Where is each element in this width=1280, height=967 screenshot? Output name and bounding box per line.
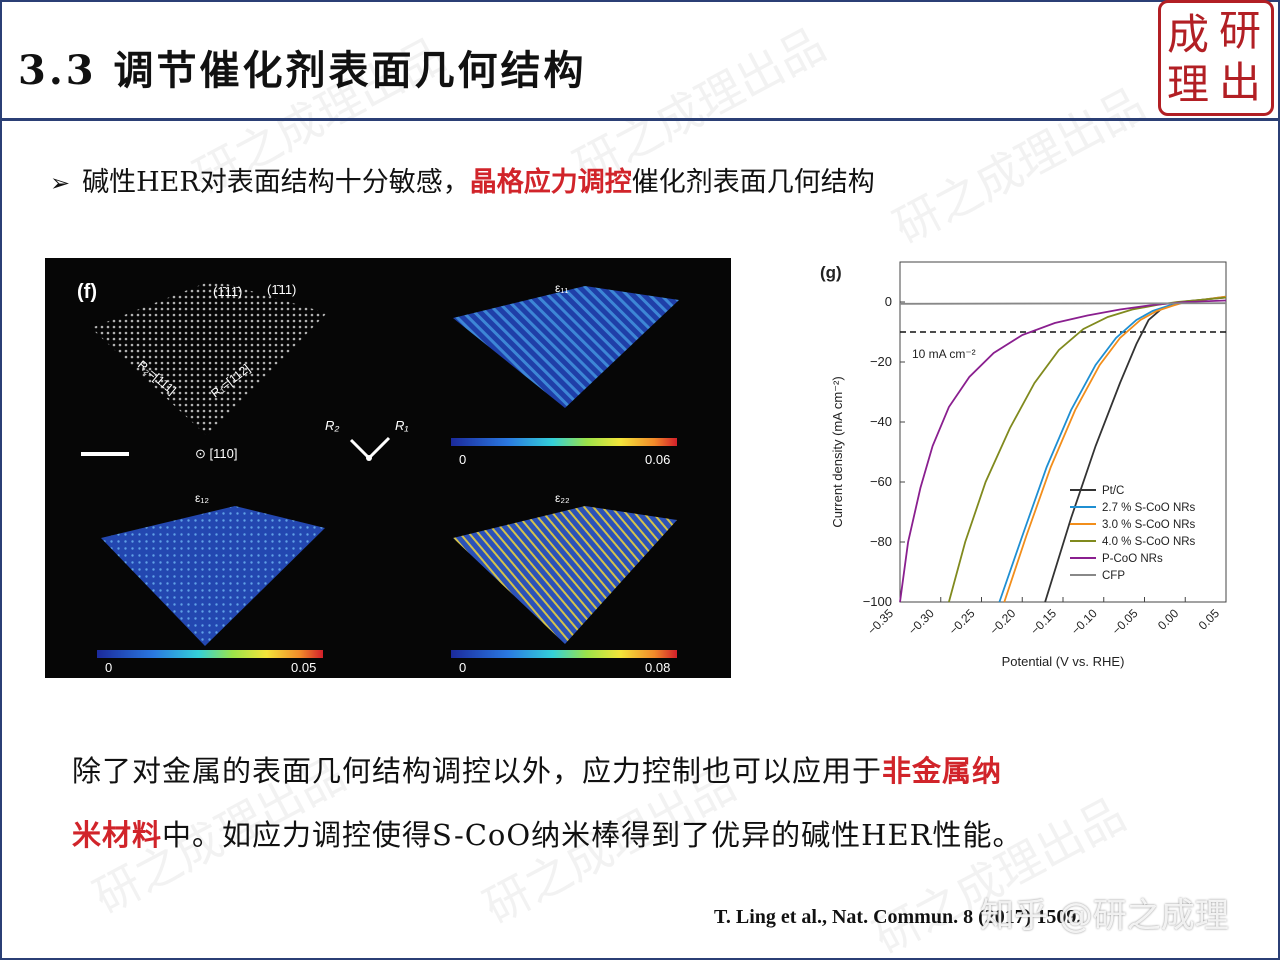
x-tick-label: −0.15 [1028,606,1060,638]
map-label: ε₁₁ [555,281,568,295]
y-tick-label: −20 [870,354,892,369]
y-axis-label: Current density (mA cm⁻²) [830,376,845,527]
x-tick-label: −0.35 [865,606,897,638]
panel-label: (g) [820,263,842,282]
y-tick-label: −80 [870,534,892,549]
strain-map-figure: (f) (1̄11̄) (1̄11) R₂=[111] R₁=[112] ⊙ [… [45,258,731,678]
seal-char: 理 [1167,60,1210,109]
series-line [899,302,1227,305]
y-tick-label: 0 [885,294,892,309]
chart-svg: (g) −0.35 −0.30 −0.25 −0.20 −0.15 −0.10 −0.05 0.… [820,261,1227,669]
colorbar [451,438,677,446]
seal-char: 研 [1219,6,1262,55]
x-tick-label: −0.25 [946,606,978,638]
y-tick-label: −40 [870,414,892,429]
series-line [948,296,1227,603]
arrow-bullet-icon: ➢ [50,169,71,197]
axis-glyph [349,436,391,461]
colorbar-max: 0.06 [645,452,670,467]
bullet-highlight: 晶格应力调控 [469,167,632,198]
series-line [899,299,1227,603]
bullet-suffix: 催化剂表面几何结构 [631,167,875,198]
haadf-image [91,280,327,436]
polarization-chart: (g) −0.35 −0.30 −0.25 −0.20 −0.15 −0.10 −0.05 0.… [810,250,1250,680]
x-tick-label: −0.10 [1068,606,1100,638]
colorbar-min: 0 [459,660,466,675]
body-line-1: 除了对金属的表面几何结构调控以外，应力控制也可以应用于非金属纳 [72,748,1002,790]
zhihu-watermark: 知乎 @研之成理 [980,896,1229,936]
legend-label: 3.0 % S-CoO NRs [1102,519,1196,531]
colorbar-max: 0.05 [291,660,316,675]
strain-map-eps12 [101,506,325,646]
colorbar [451,650,677,658]
citation: T. Ling et al., Nat. Commun. 8 (2017) 15… [714,906,1082,928]
x-tick-label: −0.30 [905,606,937,638]
x-tick-label: 0.05 [1196,606,1223,633]
strain-map-eps11 [453,286,679,408]
strain-map-svg: (f) (1̄11̄) (1̄11) R₂=[111] R₁=[112] ⊙ [… [77,280,679,675]
bullet-point: ➢ 碱性HER对表面结构十分敏感，晶格应力调控催化剂表面几何结构 [50,160,875,199]
bullet-prefix: 碱性HER对表面结构十分敏感， [82,167,470,198]
x-axis-label: Potential (V vs. RHE) [1002,654,1125,669]
legend-label: 2.7 % S-CoO NRs [1102,502,1196,514]
body-text: 中。如应力调控使得S-CoO纳米棒得到了优异的碱性HER性能。 [162,818,1023,852]
colorbar-max: 0.08 [645,660,670,675]
map-label: ε₂₂ [555,491,570,505]
body-highlight: 米材料 [72,818,163,852]
legend-label: CFP [1102,570,1125,582]
direction-label: (1̄11̄) [213,284,242,299]
legend-label: Pt/C [1102,485,1124,497]
zone-axis-label: ⊙ [110] [195,446,237,461]
panel-label: (f) [77,281,97,303]
x-tick-label: −0.05 [1109,606,1141,638]
body-text: 除了对金属的表面几何结构调控以外，应力控制也可以应用于 [72,754,883,788]
axis-label: R₂ [325,418,339,433]
legend-label: P-CoO NRs [1102,553,1163,565]
plot-frame [899,261,1227,603]
body-highlight: 非金属纳 [882,754,1003,788]
scale-bar [81,452,129,456]
legend-label: 4.0 % S-CoO NRs [1102,536,1196,548]
seal-char: 成 [1167,10,1210,59]
title-bar: 3.3 调节催化剂表面几何结构 [0,0,1280,121]
reference-annotation: 10 mA cm⁻² [912,347,976,361]
axis-label: R₁ [395,418,409,433]
x-tick-label: −0.20 [987,606,1019,638]
x-tick-label: 0.00 [1155,606,1182,633]
series-line [1003,295,1227,603]
y-tick-label: −60 [870,474,892,489]
colorbar [97,650,323,658]
strain-map-eps22 [453,506,677,644]
colorbar-min: 0 [459,452,466,467]
map-label: ε₁₂ [195,491,209,505]
seal-logo: 成 研 理 出 [1158,0,1274,116]
direction-label: (1̄11) [267,282,296,297]
colorbar-min: 0 [105,660,112,675]
seal-char: 出 [1219,58,1262,107]
slide-title: 3.3 调节催化剂表面几何结构 [18,47,587,94]
y-tick-label: −100 [863,594,892,609]
body-line-2: 米材料中。如应力调控使得S-CoO纳米棒得到了优异的碱性HER性能。 [72,812,1022,854]
